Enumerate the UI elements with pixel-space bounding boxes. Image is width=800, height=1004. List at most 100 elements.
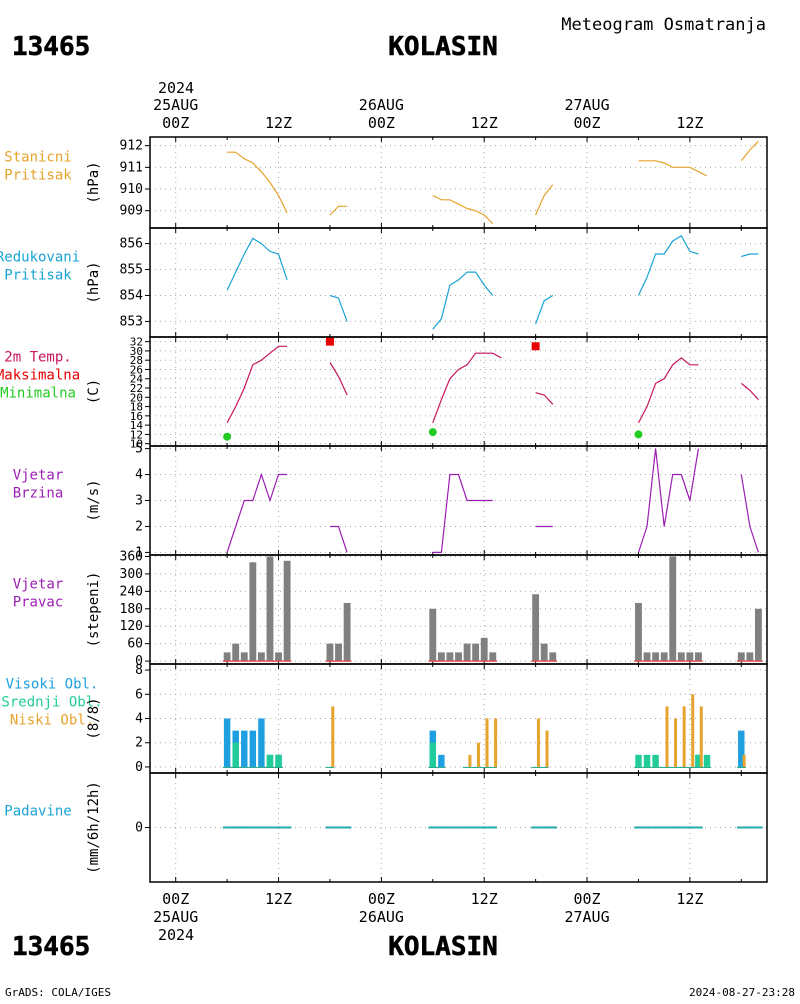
y-tick-label: 853: [120, 314, 143, 329]
y-tick-label: 12: [130, 428, 143, 441]
series-line: [535, 184, 554, 216]
cloud-bar: [266, 754, 274, 767]
direction-bar: [489, 652, 497, 662]
hour-label: 00Z: [162, 114, 189, 132]
cloud-bar: [682, 706, 686, 767]
tmax-marker: [531, 342, 540, 351]
cloud-bar: [275, 754, 282, 767]
cloud-bar: [536, 718, 540, 767]
y-tick-label: 22: [130, 382, 143, 395]
bottom-time-axis: 00Z 12Z 00Z 12Z 00Z 12Z 25AUG 26AUG 27AUG: [153, 890, 703, 926]
direction-bar: [275, 652, 282, 662]
y-tick-label: 10: [130, 438, 143, 451]
y-tick-label: 1: [135, 545, 143, 560]
series-line: [329, 362, 348, 396]
direction-bar: [249, 562, 257, 662]
y-tick-label: 8: [135, 663, 143, 678]
station-id-bottom: 13465: [12, 932, 90, 962]
date-label: 25AUG: [153, 908, 198, 926]
y-tick-label: 30: [130, 345, 143, 358]
timestamp-text: 2024-08-27-23:28: [689, 986, 795, 999]
cloud-bar: [665, 706, 669, 767]
direction-bar: [660, 652, 668, 662]
panel-label: Vjetar: [13, 577, 64, 593]
direction-bar: [472, 643, 480, 662]
panel-label: Stanicni: [4, 150, 71, 166]
meteogram-subtitle: Meteogram Osmatranja: [561, 15, 766, 35]
series-line: [226, 345, 288, 424]
date-label: 25AUG: [153, 96, 198, 114]
hour-label: 12Z: [471, 890, 498, 908]
direction-bar: [635, 602, 642, 662]
y-tick-label: 360: [120, 549, 143, 564]
direction-bar: [326, 643, 334, 662]
panel-label: Niski Obl.: [10, 713, 94, 729]
y-tick-label: 16: [130, 410, 143, 423]
direction-bar: [549, 652, 557, 662]
direction-bar: [463, 643, 471, 662]
y-tick-label: 909: [120, 204, 143, 219]
y-tick-label: 2: [135, 519, 143, 534]
series-line: [330, 525, 348, 553]
series-line: [227, 151, 288, 214]
cloud-bar: [738, 730, 745, 767]
direction-bar: [343, 602, 351, 662]
cloud-bar: [223, 718, 231, 767]
panel-label: Visoki Obl.: [6, 677, 99, 693]
cloud-bar: [241, 730, 248, 767]
cloud-bar: [429, 742, 437, 767]
hour-label: 12Z: [471, 114, 498, 132]
y-tick-label: 120: [120, 619, 143, 634]
series-line: [535, 294, 554, 325]
panel-label: 2m Temp.: [4, 350, 71, 366]
y-tick-label: 854: [120, 288, 144, 303]
cloud-bar: [635, 754, 642, 767]
series-line: [740, 474, 759, 553]
year-bottom: 2024: [158, 926, 194, 944]
y-tick-label: 910: [120, 182, 143, 197]
panel-label: Vjetar: [13, 468, 64, 484]
cloud-bar: [249, 730, 257, 767]
panel-stanicni: 909 910 911 912 Stanicni Pritisak (hPa): [4, 136, 768, 229]
hour-label: 12Z: [265, 114, 292, 132]
series-line: [741, 253, 759, 258]
hour-label: 00Z: [573, 114, 600, 132]
series-line: [432, 352, 502, 424]
cloud-bar: [232, 742, 239, 767]
direction-bar: [686, 652, 694, 662]
series-line: [329, 294, 348, 322]
y-tick-label: 240: [120, 584, 143, 599]
direction-bar: [643, 652, 651, 662]
panel-frame: [149, 227, 768, 338]
y-axis-label: (hPa): [86, 261, 102, 303]
cloud-bar: [703, 754, 711, 767]
series-line: [740, 382, 759, 401]
tmin-marker: [223, 432, 232, 441]
direction-bar: [532, 594, 540, 662]
panel-label: Srednji Obl.: [1, 695, 102, 711]
hour-label: 00Z: [573, 890, 600, 908]
cloud-bar: [331, 706, 335, 767]
cloud-bar: [545, 730, 549, 767]
cloud-bar: [258, 718, 265, 767]
y-tick-label: 0: [135, 760, 143, 775]
y-axis-label: (mm/6h/12h): [86, 781, 102, 874]
hour-label: 00Z: [368, 890, 395, 908]
credit-text: GrADS: COLA/IGES: [5, 986, 111, 999]
y-tick-label: 180: [120, 602, 143, 617]
cloud-bar: [438, 754, 445, 767]
y-tick-label: 300: [120, 567, 143, 582]
series-line: [226, 472, 288, 553]
panel-label: Maksimalna: [0, 368, 80, 384]
direction-bar: [455, 652, 462, 662]
panel-frame: [149, 136, 768, 229]
cloud-bar: [652, 754, 659, 767]
direction-bar: [480, 637, 488, 662]
series-line: [535, 392, 554, 405]
panel-label: Pritisak: [4, 268, 72, 284]
cloud-bar: [468, 754, 472, 767]
y-tick-label: 24: [130, 373, 144, 386]
y-axis-label: (stepeni): [86, 572, 102, 648]
hour-label: 00Z: [162, 890, 189, 908]
cloud-bar: [643, 754, 651, 767]
